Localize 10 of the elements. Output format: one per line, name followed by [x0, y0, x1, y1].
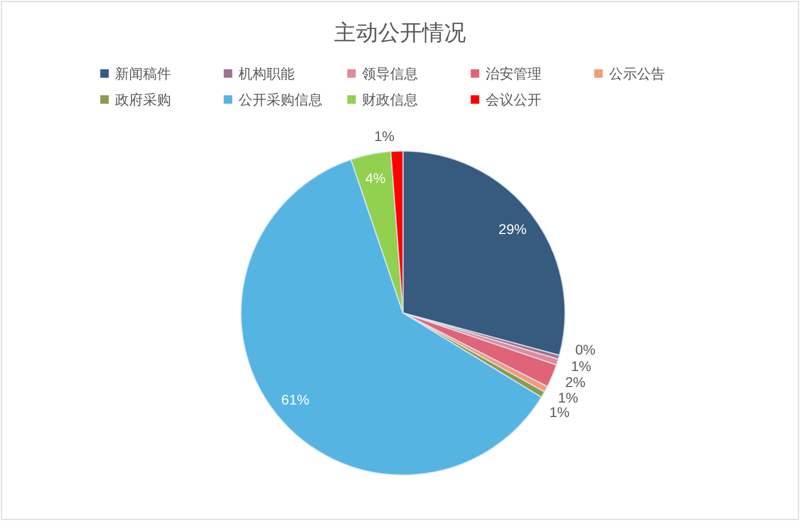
legend-label: 公示公告 [609, 66, 665, 82]
legend-label: 机构职能 [238, 66, 294, 82]
legend-label: 财政信息 [362, 92, 418, 108]
legend-label: 公开采购信息 [238, 92, 322, 108]
title: 主动公开情况 [334, 20, 466, 45]
legend-label: 政府采购 [115, 92, 171, 108]
legend-label: 会议公开 [486, 92, 542, 108]
legend-label: 领导信息 [362, 66, 418, 82]
legend-label: 新闻稿件 [115, 66, 171, 82]
legend-label: 治安管理 [486, 66, 542, 82]
